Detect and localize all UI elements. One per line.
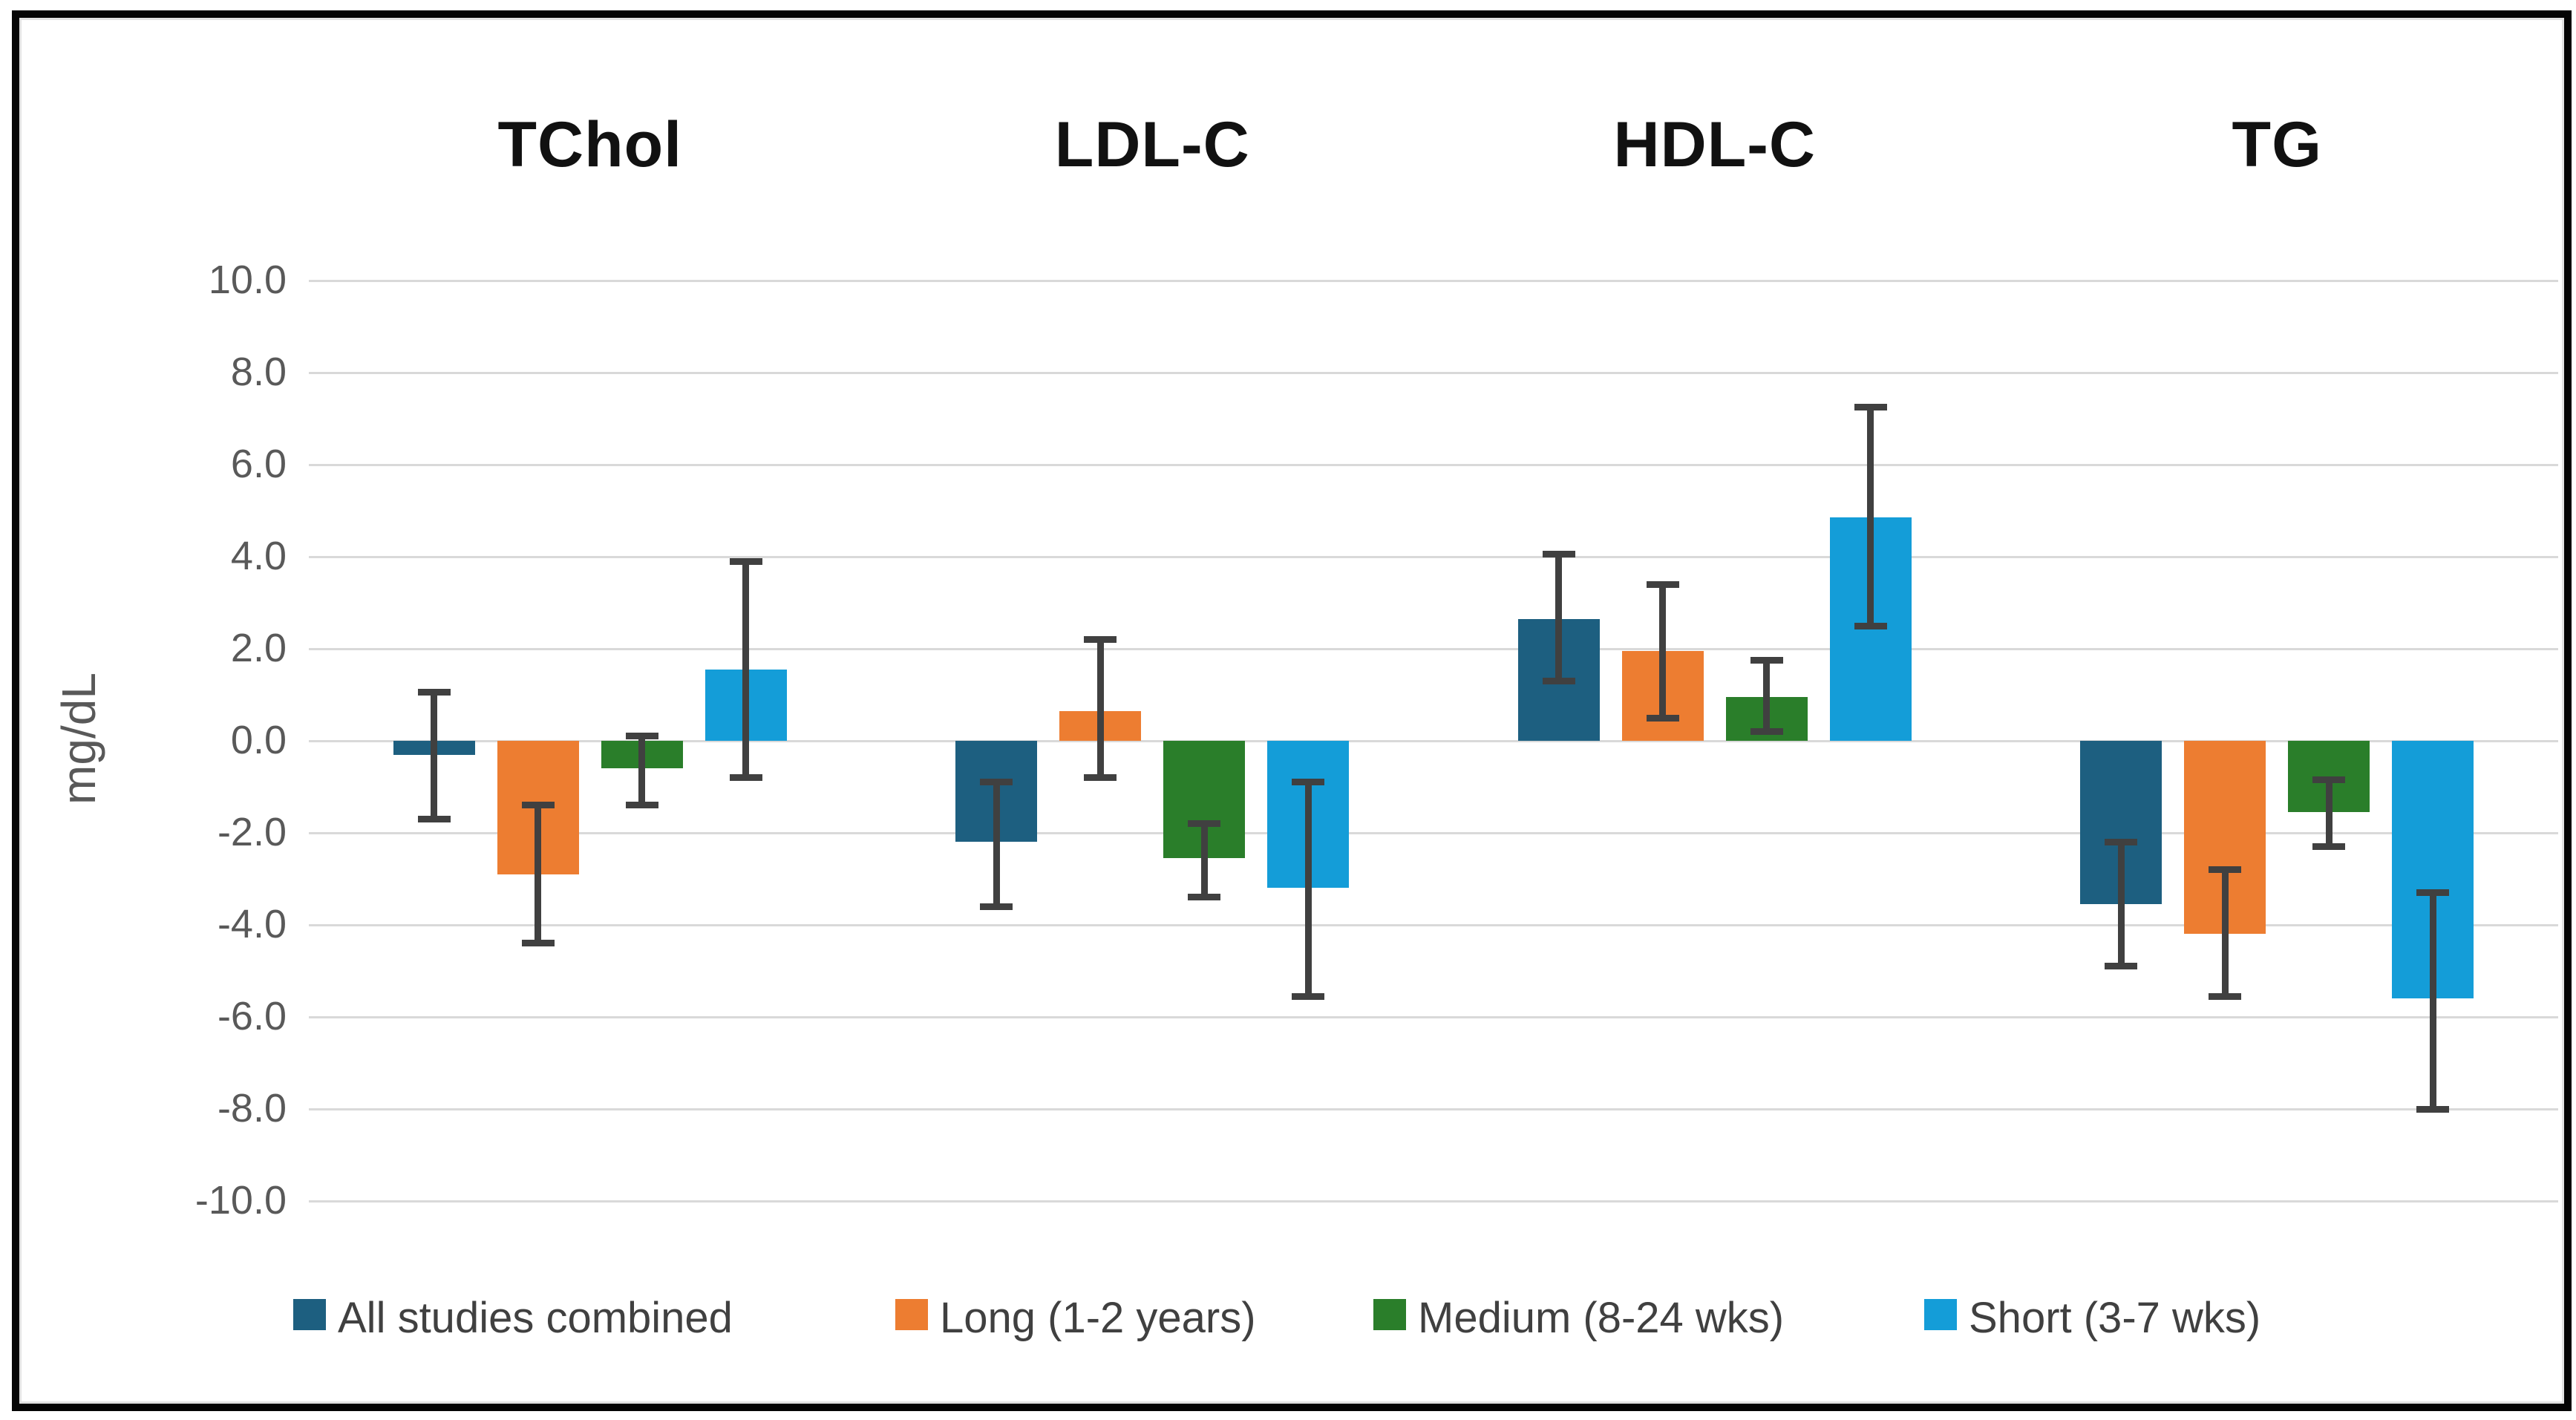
y-tick-label: -4.0: [217, 901, 287, 946]
error-bar-cap: [2312, 776, 2346, 784]
error-bar-cap: [729, 557, 762, 565]
error-bar-line: [535, 805, 542, 943]
group-title-hdl-c: HDL-C: [1613, 109, 1816, 180]
y-tick-label: -8.0: [217, 1085, 287, 1131]
gridline--2.0: [309, 832, 2558, 834]
error-bar-cap: [625, 802, 658, 809]
error-bar-cap: [1542, 551, 1575, 558]
gridline-8.0: [309, 372, 2558, 374]
error-bar-cap: [2209, 866, 2242, 874]
error-bar-cap: [1292, 779, 1325, 786]
error-bar-cap: [2209, 992, 2242, 1000]
y-tick-label: -10.0: [194, 1177, 287, 1223]
y-tick-label: 0.0: [230, 717, 287, 762]
error-bar-line: [638, 736, 646, 805]
error-bar-cap: [2312, 843, 2346, 851]
y-tick-label: -6.0: [217, 993, 287, 1038]
legend-swatch-all-studies-combined: [293, 1299, 326, 1330]
error-bar-line: [1555, 554, 1563, 681]
error-bar-line: [431, 692, 438, 819]
error-bar-cap: [1750, 728, 1783, 736]
error-bar-cap: [1188, 820, 1221, 828]
error-bar-cap: [1292, 992, 1325, 1000]
gridline-6.0: [309, 464, 2558, 466]
error-bar-cap: [729, 774, 762, 782]
y-tick-label: 8.0: [230, 349, 287, 394]
error-bar-line: [2117, 842, 2125, 966]
error-bar-line: [1304, 782, 1312, 997]
error-bar-cap: [2416, 1105, 2450, 1113]
gridline-10.0: [309, 280, 2558, 282]
error-bar-line: [1096, 639, 1104, 778]
y-tick-label: 4.0: [230, 533, 287, 578]
error-bar-cap: [1084, 636, 1117, 644]
group-title-tg: TG: [2232, 109, 2322, 180]
y-tick-label: 2.0: [230, 625, 287, 670]
error-bar-line: [1763, 660, 1771, 732]
error-bar-cap: [2416, 889, 2450, 897]
gridline-4.0: [309, 556, 2558, 558]
error-bar-cap: [1646, 580, 1679, 588]
error-bar-line: [2325, 779, 2333, 847]
gridline--6.0: [309, 1016, 2558, 1018]
error-bar-cap: [1084, 774, 1117, 782]
y-tick-label: 10.0: [208, 257, 287, 302]
error-bar-cap: [2105, 838, 2138, 845]
gridline-0.0: [309, 740, 2558, 742]
error-bar-line: [1867, 407, 1874, 626]
error-bar-line: [2221, 869, 2229, 997]
legend-swatch-long-1-2-years: [895, 1299, 928, 1330]
group-title-ldl-c: LDL-C: [1054, 109, 1250, 180]
error-bar-cap: [1854, 622, 1887, 629]
group-title-tchol: TChol: [497, 109, 683, 180]
figure-frame: [12, 10, 2572, 1411]
error-bar-cap: [2105, 963, 2138, 970]
error-bar-line: [742, 561, 750, 778]
error-bar-cap: [417, 689, 451, 696]
y-tick-label: 6.0: [230, 441, 287, 486]
legend-label-medium-8-24-wks: Medium (8-24 wks): [1418, 1294, 1785, 1342]
y-tick-label: -2.0: [217, 809, 287, 854]
gridline--4.0: [309, 924, 2558, 926]
error-bar-cap: [1750, 657, 1783, 664]
legend-swatch-medium-8-24-wks: [1373, 1299, 1406, 1330]
error-bar-cap: [1188, 894, 1221, 901]
error-bar-cap: [521, 802, 555, 809]
error-bar-line: [1659, 584, 1667, 718]
error-bar-line: [1200, 823, 1208, 897]
legend-swatch-short-3-7-wks: [1924, 1299, 1957, 1330]
gridline-2.0: [309, 648, 2558, 650]
legend-label-all-studies-combined: All studies combined: [338, 1294, 733, 1342]
gridline--8.0: [309, 1108, 2558, 1110]
error-bar-line: [993, 782, 1000, 907]
gridline--10.0: [309, 1200, 2558, 1203]
error-bar-cap: [980, 779, 1013, 786]
error-bar-cap: [1646, 714, 1679, 722]
error-bar-line: [2429, 892, 2436, 1109]
error-bar-cap: [980, 903, 1013, 910]
error-bar-cap: [1542, 677, 1575, 684]
legend-label-short-3-7-wks: Short (3-7 wks): [1969, 1294, 2261, 1342]
error-bar-cap: [417, 815, 451, 822]
error-bar-cap: [625, 733, 658, 740]
error-bar-cap: [1854, 404, 1887, 410]
error-bar-cap: [521, 940, 555, 947]
legend-label-long-1-2-years: Long (1-2 years): [940, 1294, 1256, 1342]
